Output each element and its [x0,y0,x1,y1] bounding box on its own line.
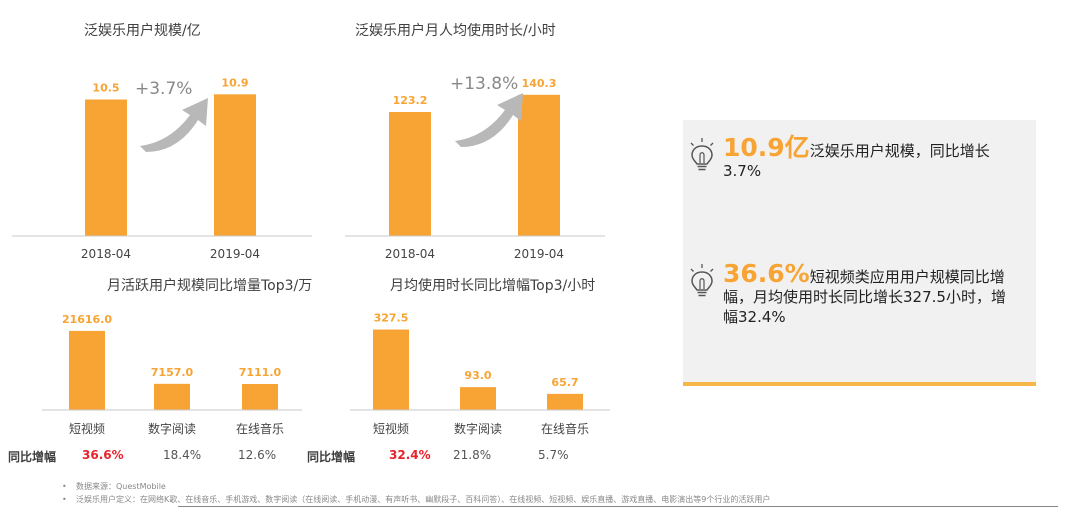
highlight-big-number: 10.9亿 [723,133,810,162]
growth-value: 18.4% [163,448,202,462]
data-label: 65.7 [551,376,578,389]
growth-annotation: +3.7% [135,79,192,99]
data-label: 10.9 [221,76,248,89]
growth-title: 同比增幅 [307,450,356,464]
category-label: 短视频 [373,421,409,436]
footnote-source: 数据来源：QuestMobile [62,480,770,493]
category-label: 短视频 [69,421,105,436]
bar [389,112,431,236]
footnote-definition: 泛娱乐用户定义：在网络K歌、在线音乐、手机游戏、数字阅读（在线阅读、手机动漫、有… [62,493,770,506]
chart-svg: 10.5 2018-04 10.9 2019-04 +3.7% [12,76,312,261]
growth-annotation: +13.8% [450,74,518,94]
chart-title: 月均使用时长同比增幅Top3/小时 [390,278,596,294]
category-label: 2019-04 [210,247,260,261]
bar [547,393,583,410]
chart-user-scale: 泛娱乐用户规模/亿 10.5 2018-04 10.9 2019-04 +3.7% [12,0,332,270]
chart-title: 月活跃用户规模同比增量Top3/万 [107,278,313,294]
footnotes: 数据来源：QuestMobile 泛娱乐用户定义：在网络K歌、在线音乐、手机游戏… [62,480,770,506]
bar [518,94,560,237]
highlight-panel: 10.9亿泛娱乐用户规模，同比增长3.7% 36.6%短视频类应用用户规模同比增… [683,120,1036,386]
growth-value: 32.4% [389,448,431,462]
category-label: 2018-04 [81,247,131,261]
growth-value: 5.7% [538,448,569,462]
category-label: 数字阅读 [148,421,196,436]
category-label: 2018-04 [385,247,435,261]
data-label: 327.5 [374,312,409,325]
bar [373,329,409,410]
data-label: 93.0 [464,369,491,382]
chart-duration-growth: 月均使用时长同比增幅Top3/小时 327.5 短视频 93.0 数字阅读 65.7 在线… [307,270,665,470]
growth-arrow-icon [140,98,208,152]
data-label: 7157.0 [151,366,194,379]
bar [460,387,496,410]
data-label: 123.2 [393,94,428,107]
footnote-divider [178,506,1058,507]
category-label: 2019-04 [514,247,564,261]
bar [85,99,127,236]
growth-value: 36.6% [82,448,124,462]
growth-title: 同比增幅 [8,450,57,464]
data-label: 140.3 [522,77,557,90]
bar [154,383,190,410]
chart-svg: 327.5 短视频 93.0 数字阅读 65.7 在线音乐 [350,312,610,436]
bar [242,383,278,410]
lightbulb-icon [690,138,714,171]
highlight-description: 泛娱乐用户规模，同比增长3.7% [723,142,990,180]
category-label: 在线音乐 [236,421,284,436]
data-label: 21616.0 [62,313,112,326]
chart-svg: 123.2 2018-04 140.3 2019-04 +13.8% [345,74,605,261]
growth-arrow-icon [455,93,523,147]
bar [69,330,105,410]
highlight-big-number: 36.6% [723,259,810,288]
chart-title: 泛娱乐用户月人均使用时长/小时 [355,23,556,39]
growth-value: 21.8% [453,448,492,462]
chart-usage-time: 泛娱乐用户月人均使用时长/小时 123.2 2018-04 140.3 2019-04… [345,0,665,270]
data-label: 10.5 [92,82,119,95]
category-label: 数字阅读 [454,421,502,436]
chart-title: 泛娱乐用户规模/亿 [84,23,201,39]
chart-svg: 21616.0 短视频 7157.0 数字阅读 7111.0 在线音乐 [42,313,302,436]
growth-value: 12.6% [238,448,277,462]
bar [214,94,256,236]
highlight-text: 36.6%短视频类应用用户规模同比增幅，月均使用时长同比增长327.5小时，增幅… [723,261,1012,327]
category-label: 在线音乐 [541,421,589,436]
highlight-text: 10.9亿泛娱乐用户规模，同比增长3.7% [723,135,1012,181]
chart-mau-increment: 月活跃用户规模同比增量Top3/万 21616.0 短视频 7157.0 数字阅读 71… [0,270,330,470]
highlight-description: 短视频类应用用户规模同比增幅，月均使用时长同比增长327.5小时，增幅32.4% [723,268,1006,326]
data-label: 7111.0 [239,366,282,379]
lightbulb-icon [690,264,714,297]
